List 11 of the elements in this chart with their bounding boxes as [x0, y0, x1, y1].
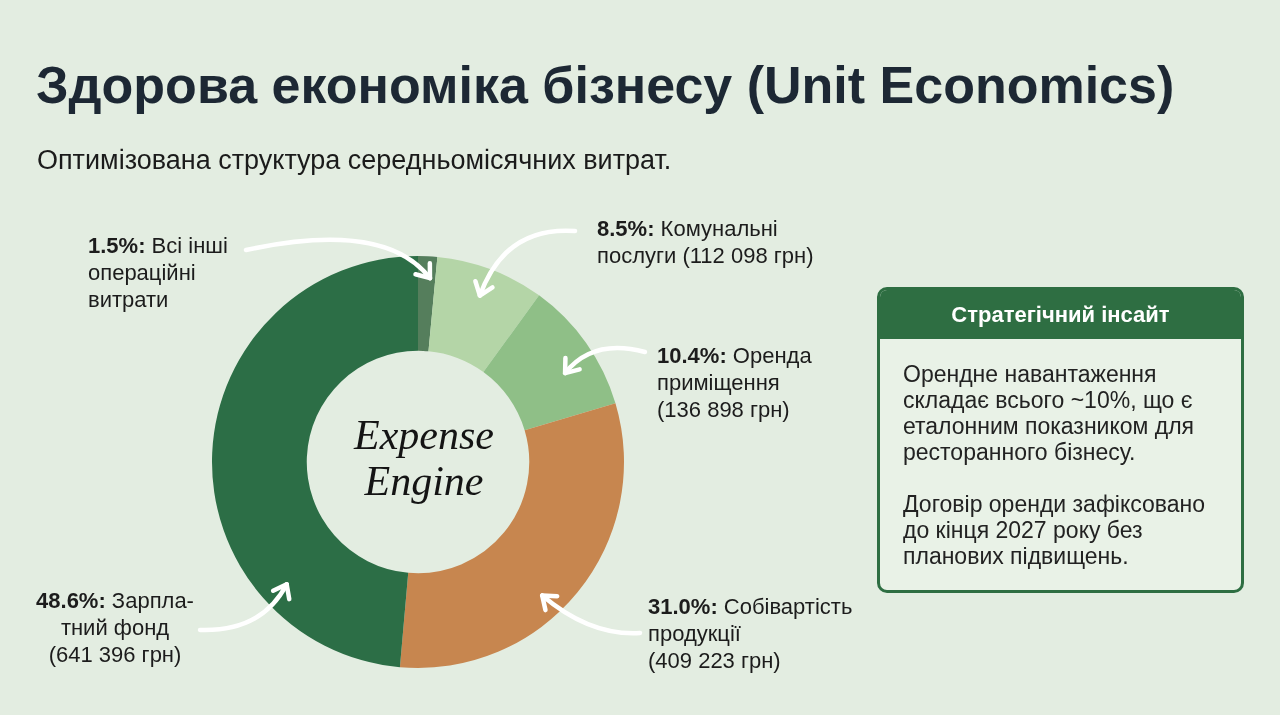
slice-label: 1.5%: Всі інші операційні витрати [88, 233, 228, 312]
slice-label: 10.4%: Оренда приміщення (136 898 грн) [657, 343, 813, 422]
text: Стратегічний інсайт [880, 290, 1241, 339]
text: Орендне навантаження складає всього ~10%, що є еталонним показником для ресторанного бізнесу. [903, 361, 1196, 465]
text: Expense Engine [353, 412, 494, 505]
text: Договір оренди зафіксовано до кінця 2027 року без планових підвищень. [903, 491, 1207, 569]
slice-label: 31.0%: Собівартість продукції (409 223 грн) [648, 594, 853, 673]
chart-subtitle: Оптимізована структура середньомісячних витрат. [37, 144, 672, 176]
slice-label: 8.5%: Комунальні послуги (112 098 грн) [597, 216, 814, 268]
slice-label: 48.6%: Зарпла-тний фонд (641 396 грн) [36, 588, 194, 667]
chart-title: Здорова економіка бізнесу (Unit Economics) [36, 55, 1175, 115]
